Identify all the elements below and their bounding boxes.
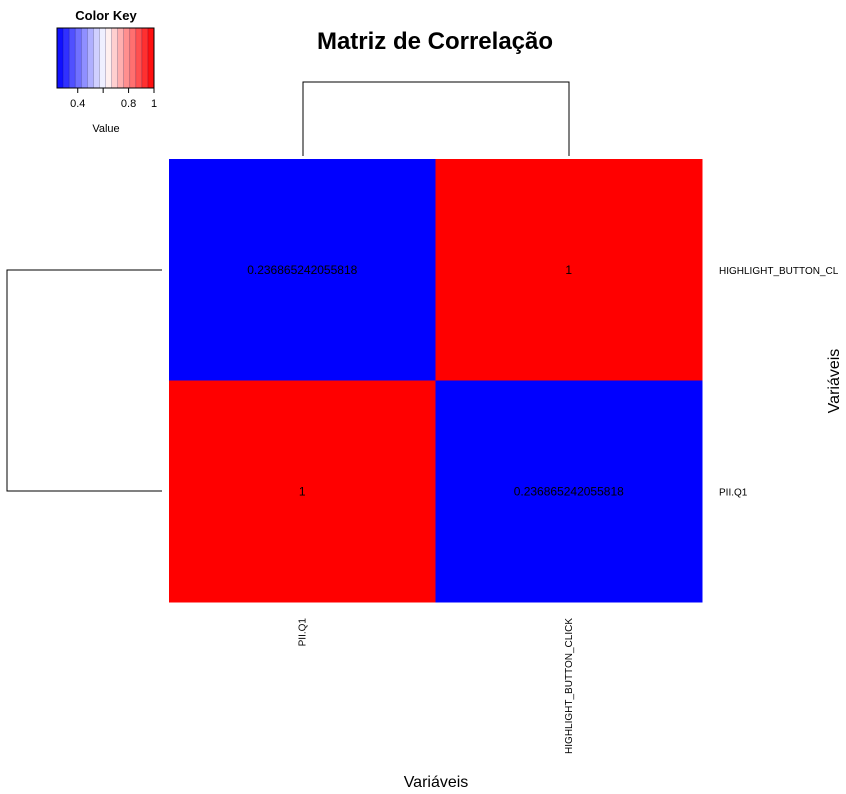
color-key-axis: 0.4 0.8 1 — [57, 87, 157, 110]
color-key-tick-label: 0.8 — [121, 98, 136, 110]
color-key-band — [57, 28, 64, 88]
row-labels: HIGHLIGHT_BUTTON_CL PII.Q1 — [719, 266, 839, 499]
color-key: Color Key 0.4 0.8 1 Value — [56, 8, 157, 135]
color-key-band — [141, 28, 149, 88]
color-key-band — [117, 28, 124, 88]
color-key-band — [129, 28, 137, 88]
column-dendrogram — [302, 81, 570, 156]
x-axis-title: Variáveis — [404, 774, 469, 791]
row-dendrogram — [6, 269, 162, 492]
cell-value-label: 1 — [299, 484, 306, 498]
y-axis-title: Variáveis — [826, 349, 843, 414]
heatmap-cell — [169, 380, 436, 603]
color-key-band — [135, 28, 143, 88]
color-key-band — [75, 28, 82, 88]
color-key-band — [123, 28, 131, 88]
column-label: PII.Q1 — [297, 618, 308, 647]
color-key-band — [147, 28, 155, 88]
heatmap-cell — [435, 159, 703, 381]
chart-title: Matriz de Correlação — [317, 28, 553, 55]
heatmap-cells — [169, 159, 703, 603]
color-key-tick-label: 1 — [151, 98, 157, 110]
cell-value-label: 0.236865242055818 — [247, 263, 357, 277]
color-key-band — [69, 28, 76, 88]
color-key-band — [105, 28, 112, 88]
cell-value-label: 1 — [565, 263, 572, 277]
color-key-band — [63, 28, 70, 88]
row-label: PII.Q1 — [719, 487, 748, 498]
heatmap-cell — [169, 159, 436, 381]
column-labels: PII.Q1 HIGHLIGHT_BUTTON_CLICK — [297, 618, 575, 754]
color-key-xlabel: Value — [92, 123, 119, 135]
color-key-title: Color Key — [75, 8, 137, 23]
color-key-band — [81, 28, 88, 88]
color-key-gradient — [57, 28, 155, 88]
color-key-band — [99, 28, 106, 88]
color-key-band — [111, 28, 118, 88]
color-key-tick-label: 0.4 — [70, 98, 85, 110]
cell-value-label: 0.236865242055818 — [514, 484, 624, 498]
heatmap-cell — [435, 380, 703, 603]
column-label: HIGHLIGHT_BUTTON_CLICK — [564, 618, 575, 754]
row-label: HIGHLIGHT_BUTTON_CL — [719, 266, 839, 277]
color-key-band — [87, 28, 94, 88]
heatmap-cell-labels: 0.236865242055818 1 1 0.236865242055818 — [247, 263, 624, 499]
color-key-band — [93, 28, 100, 88]
